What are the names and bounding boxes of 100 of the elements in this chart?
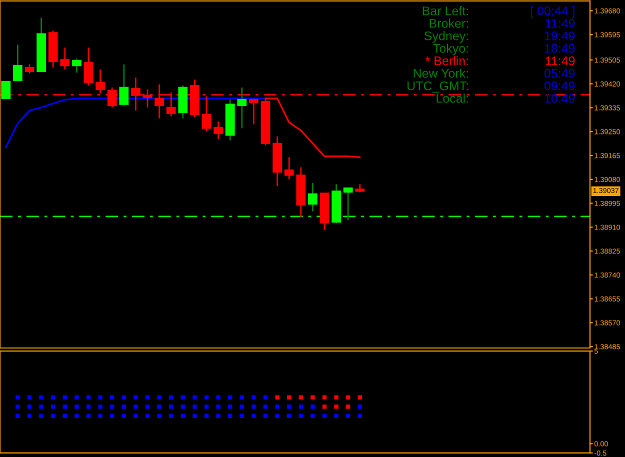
annotation: 11:49 xyxy=(546,18,575,28)
point xyxy=(74,404,79,409)
candlestick xyxy=(84,46,94,86)
point xyxy=(86,404,91,409)
annotation: [ 00:44 ] xyxy=(530,6,574,18)
point xyxy=(122,414,126,418)
point xyxy=(192,404,197,409)
point xyxy=(180,404,185,409)
point xyxy=(252,414,256,418)
point xyxy=(310,404,315,409)
point xyxy=(298,414,303,418)
annotation: 10:49 xyxy=(544,94,575,103)
point xyxy=(110,414,114,418)
annotation: 11:49 xyxy=(546,56,575,66)
point xyxy=(275,414,280,418)
annotation: Sydney: xyxy=(424,31,468,43)
annotation: Broker: xyxy=(430,18,468,28)
point xyxy=(287,395,292,400)
point xyxy=(240,414,244,418)
point xyxy=(98,404,102,409)
point xyxy=(134,404,138,409)
point xyxy=(145,404,150,409)
point xyxy=(228,395,232,400)
point xyxy=(240,395,244,400)
point xyxy=(346,414,350,418)
point xyxy=(62,404,67,409)
candlestick xyxy=(237,86,247,129)
point xyxy=(204,404,209,409)
point xyxy=(110,395,114,400)
point xyxy=(180,395,185,400)
point xyxy=(252,395,256,400)
point xyxy=(358,404,362,409)
point xyxy=(310,395,315,400)
point xyxy=(39,414,44,418)
point xyxy=(74,414,79,418)
point xyxy=(145,395,150,400)
point xyxy=(216,395,220,400)
point xyxy=(98,395,102,400)
point xyxy=(16,414,20,418)
annotation: UTC_GMT: xyxy=(408,81,468,93)
point xyxy=(298,395,303,400)
point xyxy=(275,395,280,400)
point xyxy=(39,404,44,409)
point xyxy=(310,414,315,418)
candlestick xyxy=(13,44,22,82)
candlestick xyxy=(119,64,129,106)
point xyxy=(334,414,338,418)
point xyxy=(110,404,114,409)
annotation: 18:49 xyxy=(544,44,575,53)
point xyxy=(358,414,362,418)
point xyxy=(298,404,303,409)
point xyxy=(16,404,20,409)
point xyxy=(27,414,32,418)
point xyxy=(358,395,362,400)
point xyxy=(51,395,56,400)
candlestick xyxy=(308,182,318,212)
point xyxy=(228,414,232,418)
point xyxy=(27,395,32,400)
point xyxy=(263,395,268,400)
point xyxy=(228,404,232,409)
point xyxy=(287,414,292,418)
candlestick xyxy=(249,98,258,125)
point xyxy=(169,395,174,400)
point xyxy=(334,395,338,400)
point xyxy=(134,414,138,418)
point xyxy=(216,414,220,418)
point xyxy=(346,395,350,400)
point xyxy=(287,404,292,409)
point xyxy=(263,414,268,418)
candlestick xyxy=(214,120,223,140)
annotation: Local: xyxy=(436,94,468,103)
point xyxy=(86,414,91,418)
annotation: Bar Left: xyxy=(422,6,468,16)
candlestick xyxy=(284,156,294,180)
annotation: Tokyo: xyxy=(433,44,468,56)
point xyxy=(204,414,209,418)
candlestick xyxy=(202,96,212,132)
point xyxy=(27,404,32,409)
point xyxy=(252,404,256,409)
annotation: * Berlin: xyxy=(425,56,468,66)
point xyxy=(192,414,197,418)
point xyxy=(346,404,350,409)
point xyxy=(134,395,138,400)
point xyxy=(240,404,244,409)
point xyxy=(169,414,174,418)
annotation: 05:49 xyxy=(544,68,575,78)
point xyxy=(51,414,56,418)
point xyxy=(62,395,67,400)
point xyxy=(74,395,79,400)
point xyxy=(263,404,268,409)
point xyxy=(62,414,67,418)
point xyxy=(334,404,338,409)
point xyxy=(169,404,174,409)
point xyxy=(204,395,209,400)
point xyxy=(157,395,162,400)
point xyxy=(122,404,126,409)
point xyxy=(157,414,162,418)
candlestick xyxy=(1,80,11,100)
point xyxy=(275,404,280,409)
point xyxy=(322,404,327,409)
